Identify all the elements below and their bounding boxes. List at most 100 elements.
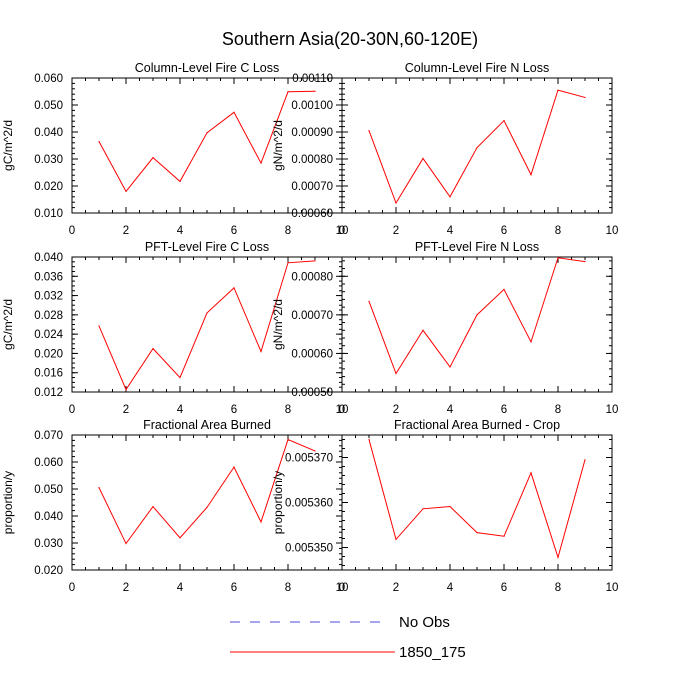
y-tick-label: 0.00080 (291, 154, 333, 166)
data-point (152, 348, 154, 350)
data-point (503, 535, 505, 537)
panels: Column-Level Fire C Loss gC/m^2/d 0 2 4 6 8 10 0… (1, 61, 618, 594)
panel-title: Column-Level Fire C Loss (135, 61, 280, 75)
data-point (98, 325, 100, 327)
data-point (98, 140, 100, 143)
x-tick-label: 4 (447, 225, 454, 237)
data-point (422, 329, 424, 331)
x-tick-label: 0 (69, 582, 75, 594)
y-tick-label: 0.00050 (291, 387, 333, 399)
x-tick-label: 6 (501, 225, 507, 237)
x-tick-label: 2 (123, 225, 129, 237)
x-tick-label: 6 (231, 582, 237, 594)
x-tick-label: 0 (339, 404, 345, 416)
y-tick-label: 0.028 (34, 310, 63, 322)
data-point (206, 132, 208, 134)
data-point (368, 438, 370, 441)
y-tick-label: 0.00070 (291, 310, 333, 322)
data-point (179, 537, 181, 539)
x-tick-label: 6 (501, 582, 507, 594)
x-tick-label: 6 (231, 404, 237, 416)
x-tick-label: 8 (555, 225, 561, 237)
x-tick-label: 6 (501, 404, 507, 416)
x-tick-label: 4 (177, 404, 184, 416)
y-tick-label: 0.00080 (291, 271, 333, 283)
data-point (530, 341, 532, 343)
x-tick-label: 8 (285, 225, 291, 237)
data-point (260, 350, 262, 353)
y-axis-label: proportion/y (1, 471, 15, 534)
legend-model-label: 1850_175 (399, 644, 466, 661)
y-tick-label: 0.005360 (285, 498, 333, 510)
x-tick-label: 2 (393, 225, 399, 237)
x-tick-label: 4 (177, 582, 184, 594)
plot-frame (341, 77, 613, 214)
y-tick-label: 0.024 (34, 329, 63, 341)
panel-5: Fractional Area Burned proportion/y 0 2 4 6 8 1… (1, 418, 348, 594)
x-tick-label: 0 (69, 225, 75, 237)
data-point (260, 162, 262, 164)
y-tick-label: 0.020 (34, 181, 63, 193)
y-tick-label: 0.020 (34, 348, 63, 360)
y-axis-label: gC/m^2/d (1, 299, 15, 350)
legend-obs-label: No Obs (399, 614, 450, 631)
series-line-1850_175 (368, 89, 586, 205)
panel-6: Fractional Area Burned - Crop proportion/… (271, 418, 618, 594)
data-point (449, 196, 451, 198)
data-point (233, 287, 235, 289)
y-tick-label: 0.050 (34, 100, 63, 112)
data-point (530, 472, 532, 474)
y-tick-label: 0.030 (34, 154, 63, 166)
data-point (503, 120, 505, 122)
panel-title: PFT-Level Fire N Loss (415, 240, 539, 254)
data-point (260, 521, 262, 523)
x-tick-label: 8 (555, 582, 561, 594)
y-tick-label: 0.020 (34, 565, 63, 577)
x-tick-label: 10 (606, 582, 619, 594)
data-point (179, 376, 181, 379)
panel-title: Fractional Area Burned - Crop (394, 418, 560, 432)
data-point (152, 157, 154, 159)
y-tick-label: 0.010 (34, 208, 63, 220)
data-point (206, 312, 208, 314)
data-point (125, 388, 127, 391)
x-tick-label: 6 (231, 225, 237, 237)
panel-3: PFT-Level Fire C Loss gC/m^2/d 0 2 4 6 8 10 0.01… (1, 240, 348, 416)
x-tick-label: 8 (555, 404, 561, 416)
y-tick-label: 0.040 (34, 127, 63, 139)
x-tick-label: 2 (393, 404, 399, 416)
y-tick-label: 0.012 (34, 387, 63, 399)
y-tick-label: 0.050 (34, 484, 63, 496)
x-tick-label: 0 (69, 404, 75, 416)
data-point (314, 450, 316, 452)
y-tick-label: 0.005350 (285, 543, 333, 555)
data-point (422, 508, 424, 510)
series-line-1850_175 (368, 257, 586, 375)
data-point (395, 202, 397, 204)
data-point (125, 190, 127, 192)
x-tick-label: 0 (339, 225, 345, 237)
y-tick-label: 0.00070 (291, 181, 333, 193)
y-tick-label: 0.032 (34, 291, 63, 303)
x-tick-label: 4 (447, 582, 454, 594)
y-axis-label: proportion/y (271, 471, 285, 534)
data-point (287, 91, 289, 93)
y-axis-label: gN/m^2/d (271, 299, 285, 350)
data-point (287, 438, 289, 441)
x-tick-label: 10 (606, 225, 619, 237)
data-point (206, 506, 208, 508)
data-point (584, 459, 586, 461)
y-tick-label: 0.00060 (291, 208, 333, 220)
y-tick-label: 0.040 (34, 511, 63, 523)
panel-title: PFT-Level Fire C Loss (145, 240, 269, 254)
x-tick-label: 8 (285, 582, 291, 594)
y-tick-label: 0.030 (34, 538, 63, 550)
data-point (557, 89, 559, 91)
y-tick-label: 0.005370 (285, 453, 333, 465)
y-tick-label: 0.070 (34, 430, 63, 442)
y-tick-label: 0.016 (34, 368, 63, 380)
data-point (557, 257, 559, 259)
y-tick-label: 0.060 (34, 73, 63, 85)
